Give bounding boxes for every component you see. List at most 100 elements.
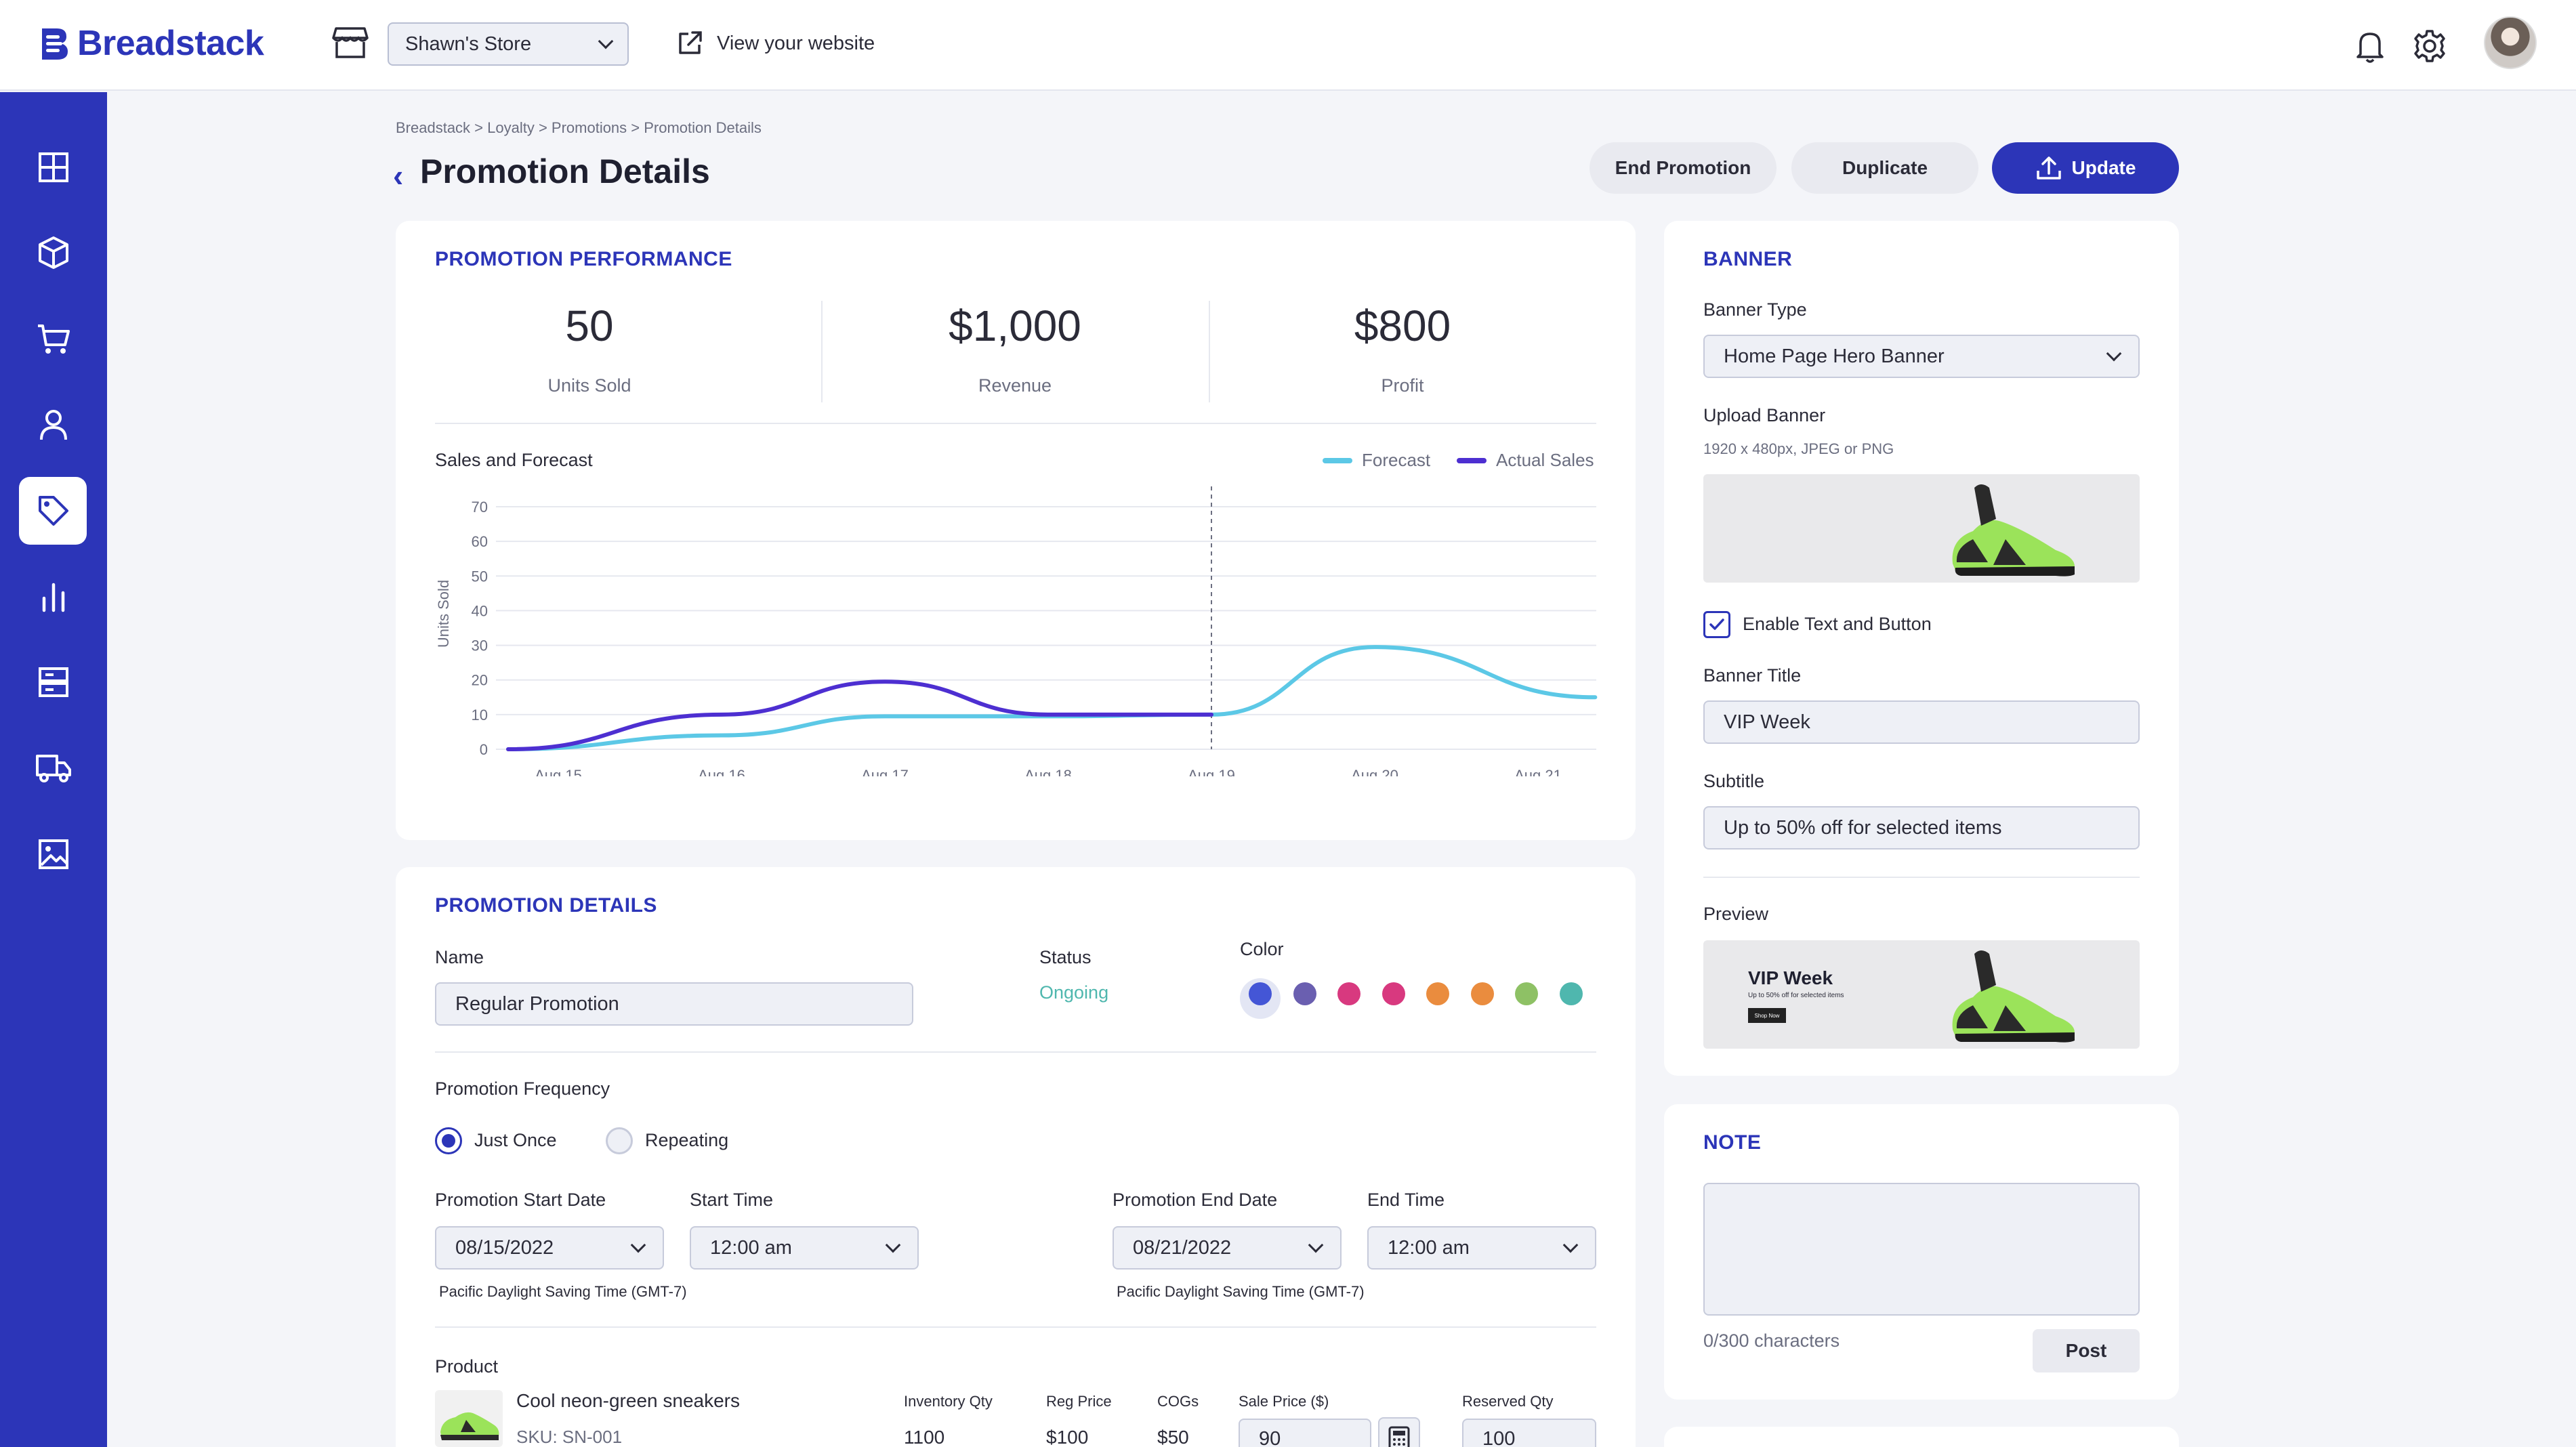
sidebar-item-customers[interactable] — [34, 405, 73, 444]
enable-text-checkbox[interactable] — [1703, 611, 1730, 638]
color-swatch[interactable] — [1337, 982, 1360, 1005]
chevron-down-icon — [885, 1237, 901, 1253]
product-name[interactable]: Cool neon-green sneakers — [516, 1390, 740, 1411]
banner-title-value: VIP Week — [1724, 711, 1810, 733]
post-note-button[interactable]: Post — [2033, 1329, 2140, 1372]
note-textarea[interactable] — [1703, 1183, 2140, 1316]
notifications-bell-icon[interactable] — [2354, 28, 2386, 67]
color-swatch[interactable] — [1382, 982, 1405, 1005]
calculator-button[interactable] — [1378, 1417, 1420, 1447]
stat-divider — [821, 301, 823, 402]
banner-title: BANNER — [1703, 248, 1793, 270]
x-tick-label: Aug 19 — [1188, 767, 1235, 776]
sale-price-header: Sale Price ($) — [1239, 1393, 1329, 1410]
banner-title-input[interactable]: VIP Week — [1703, 700, 2140, 744]
grid-icon — [39, 152, 68, 182]
legend-label: Actual Sales — [1496, 450, 1594, 470]
sidebar-item-orders[interactable] — [34, 320, 73, 359]
legend-swatch-forecast — [1323, 457, 1352, 463]
end-promotion-button[interactable]: End Promotion — [1590, 142, 1777, 194]
color-swatch[interactable] — [1426, 982, 1449, 1005]
promotion-details-card — [396, 867, 1636, 1447]
view-website-link[interactable]: View your website — [676, 30, 875, 57]
chevron-down-icon — [598, 33, 614, 49]
promotion-name-value: Regular Promotion — [455, 992, 619, 1015]
y-tick-label: 30 — [472, 637, 488, 654]
breadcrumb[interactable]: Breadstack > Loyalty > Promotions > Prom… — [396, 119, 762, 136]
settings-gear-icon[interactable] — [2412, 28, 2447, 67]
stat-profit: $800 Profit — [1209, 301, 1596, 396]
banner-title-label: Banner Title — [1703, 665, 1802, 686]
end-timezone: Pacific Daylight Saving Time (GMT-7) — [1117, 1283, 1365, 1300]
back-chevron-icon[interactable]: ‹ — [393, 158, 404, 193]
store-select-value: Shawn's Store — [405, 33, 532, 55]
chevron-down-icon — [630, 1237, 646, 1253]
y-tick-label: 50 — [472, 568, 488, 585]
update-button[interactable]: Update — [1992, 142, 2179, 194]
legend-item-forecast[interactable]: Forecast — [1323, 450, 1430, 471]
color-swatch[interactable] — [1470, 982, 1494, 1005]
cogs-header: COGs — [1157, 1393, 1199, 1410]
subtitle-input[interactable]: Up to 50% off for selected items — [1703, 806, 2140, 850]
color-swatch[interactable] — [1249, 982, 1272, 1005]
start-timezone: Pacific Daylight Saving Time (GMT-7) — [439, 1283, 687, 1300]
checkmark-icon — [1709, 618, 1724, 630]
end-time-label: End Time — [1367, 1190, 1445, 1210]
sidebar-item-media[interactable] — [34, 835, 73, 874]
enable-text-label: Enable Text and Button — [1743, 614, 1932, 634]
sidebar-item-dashboard[interactable] — [34, 148, 73, 187]
color-swatch[interactable] — [1559, 982, 1583, 1005]
preview-sneaker-image — [1952, 950, 2075, 1043]
stat-units-sold: 50 Units Sold — [396, 301, 783, 396]
sidebar-item-analytics[interactable] — [34, 577, 73, 616]
color-swatch[interactable] — [1515, 982, 1538, 1005]
product-thumbnail — [435, 1390, 503, 1447]
sidebar-item-products[interactable] — [34, 233, 73, 272]
sale-price-input[interactable]: 90 — [1239, 1419, 1371, 1447]
upload-banner-dropzone[interactable] — [1703, 474, 2140, 583]
legend-item-actual-sales[interactable]: Actual Sales — [1457, 450, 1594, 471]
start-time-select[interactable]: 12:00 am — [690, 1226, 919, 1270]
store-icon — [332, 26, 369, 63]
end-time-value: 12:00 am — [1388, 1236, 1470, 1259]
app-logo[interactable]: Breadstack — [39, 23, 264, 64]
store-select[interactable]: Shawn's Store — [388, 22, 629, 66]
product-label: Product — [435, 1356, 499, 1377]
stat-value: $1,000 — [949, 301, 1081, 350]
reserved-qty-value: 100 — [1482, 1427, 1516, 1447]
frequency-label: Promotion Frequency — [435, 1078, 610, 1099]
color-swatch[interactable] — [1293, 982, 1316, 1005]
x-tick-label: Aug 21 — [1514, 767, 1562, 776]
divider — [1703, 877, 2140, 878]
duplicate-button[interactable]: Duplicate — [1791, 142, 1978, 194]
user-avatar[interactable] — [2484, 16, 2537, 69]
legend-label: Forecast — [1362, 450, 1431, 470]
preview-title: VIP Week — [1748, 967, 1833, 988]
color-label: Color — [1240, 939, 1284, 959]
cart-icon — [38, 324, 70, 354]
y-axis-label: Units Sold — [435, 580, 452, 648]
stat-divider — [1209, 301, 1210, 402]
reserved-qty-input[interactable]: 100 — [1462, 1419, 1596, 1447]
series-line-forecast — [506, 645, 1598, 751]
stat-value: 50 — [565, 301, 614, 350]
end-time-select[interactable]: 12:00 am — [1367, 1226, 1596, 1270]
view-website-label: View your website — [717, 32, 875, 54]
user-icon — [40, 410, 67, 440]
sidebar-item-inventory[interactable] — [34, 663, 73, 702]
note-char-counter: 0/300 characters — [1703, 1330, 1840, 1351]
end-date-select[interactable]: 08/21/2022 — [1113, 1226, 1342, 1270]
sidebar-item-loyalty[interactable] — [34, 491, 73, 530]
sidebar-item-shipping[interactable] — [34, 748, 73, 787]
promotion-name-input[interactable]: Regular Promotion — [435, 982, 913, 1026]
banner-type-select[interactable]: Home Page Hero Banner — [1703, 335, 2140, 378]
note-title: NOTE — [1703, 1131, 1762, 1154]
end-date-value: 08/21/2022 — [1133, 1236, 1232, 1259]
divider — [435, 1051, 1596, 1053]
y-tick-label: 20 — [472, 672, 488, 689]
radio-repeating[interactable] — [606, 1127, 633, 1154]
start-date-select[interactable]: 08/15/2022 — [435, 1226, 664, 1270]
radio-just-once[interactable] — [435, 1127, 462, 1154]
y-tick-label: 40 — [472, 602, 488, 619]
sales-forecast-chart: 0 10 20 30 40 50 60 70 Aug 15 Aug 16 Aug 17 Aug 18… — [435, 486, 1598, 776]
